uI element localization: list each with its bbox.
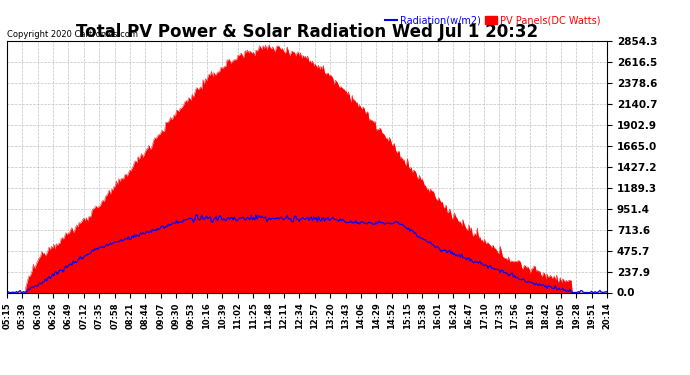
Title: Total PV Power & Solar Radiation Wed Jul 1 20:32: Total PV Power & Solar Radiation Wed Jul… xyxy=(76,23,538,41)
Text: Copyright 2020 Cartronics.com: Copyright 2020 Cartronics.com xyxy=(7,30,138,39)
Legend: Radiation(w/m2), PV Panels(DC Watts): Radiation(w/m2), PV Panels(DC Watts) xyxy=(383,13,602,27)
